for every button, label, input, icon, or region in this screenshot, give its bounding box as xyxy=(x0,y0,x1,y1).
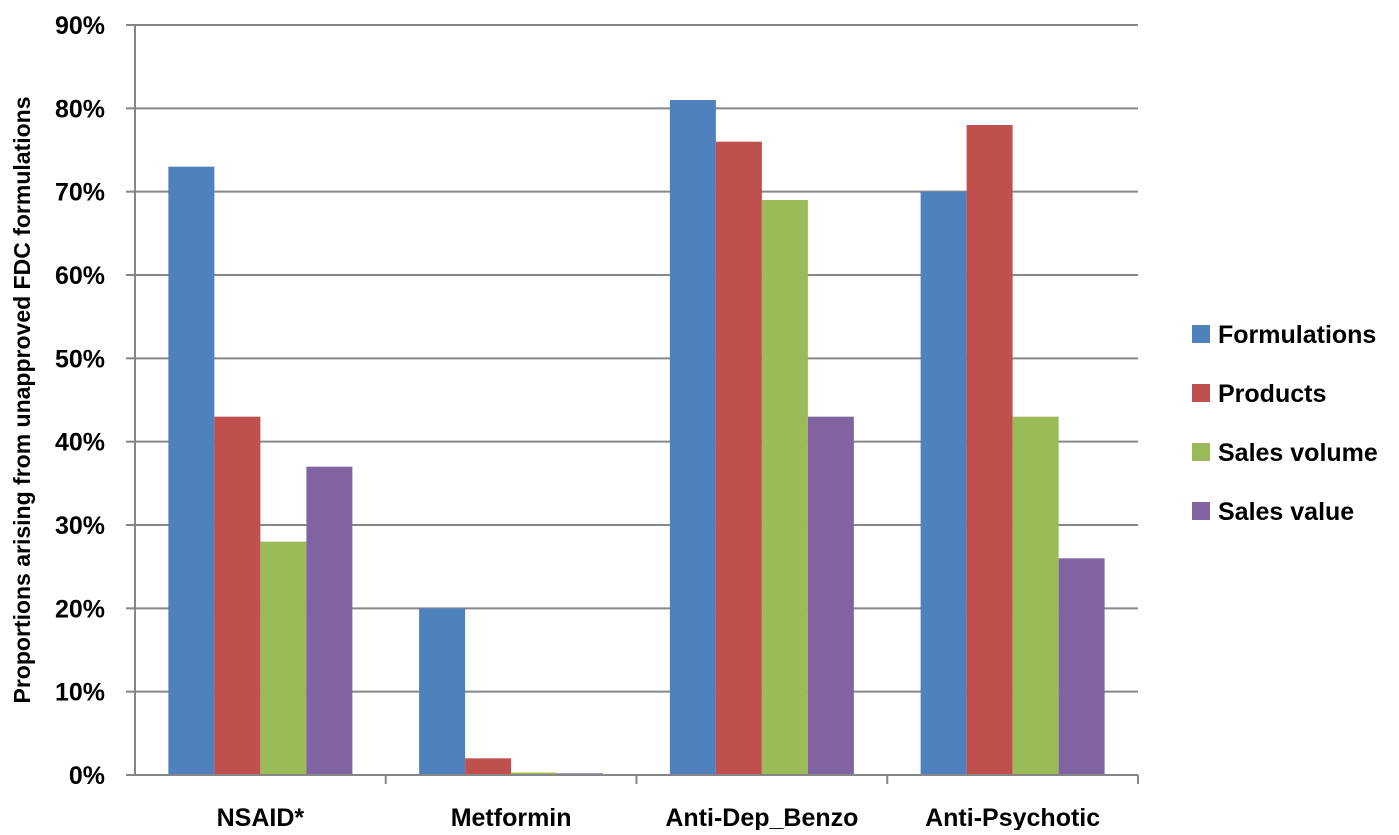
y-tick-labels: 0% 10% 20% 30% 40% 50% 60% 70% 80% 90% xyxy=(55,12,105,790)
bar xyxy=(920,191,967,775)
bars-group xyxy=(168,100,1105,775)
x-category-label: Metformin xyxy=(451,804,572,830)
y-tick-label: 10% xyxy=(55,679,105,707)
bar xyxy=(511,772,558,775)
x-category-labels: NSAID* Metformin Anti-Dep_Benzo Anti-Psycho… xyxy=(217,804,1101,832)
y-tick-label: 30% xyxy=(55,512,105,540)
x-category-label: Anti-Dep_Benzo xyxy=(665,804,858,830)
legend-swatch xyxy=(1192,443,1210,461)
legend: Formulations Products Sales volume Sales va… xyxy=(1192,321,1378,526)
y-tick-label: 90% xyxy=(55,12,105,40)
x-category-label: Anti-Psychotic xyxy=(925,804,1100,830)
legend-swatch xyxy=(1192,384,1210,402)
axes xyxy=(126,24,1139,784)
y-tick-label: 60% xyxy=(55,262,105,290)
bar xyxy=(419,608,466,775)
x-category-label: NSAID* xyxy=(217,804,305,830)
y-tick-label: 70% xyxy=(55,179,105,207)
bar xyxy=(1058,558,1105,775)
bar xyxy=(761,200,808,775)
y-tick-label: 0% xyxy=(69,762,105,790)
y-tick-label: 50% xyxy=(55,345,105,373)
y-tick-label: 80% xyxy=(55,95,105,123)
bar xyxy=(669,100,716,775)
legend-label: Products xyxy=(1218,380,1326,408)
bar xyxy=(260,541,307,775)
bar xyxy=(715,141,762,775)
legend-label: Sales volume xyxy=(1218,439,1378,467)
bar xyxy=(807,416,854,775)
bar xyxy=(465,758,512,775)
bar xyxy=(1012,416,1059,775)
bar xyxy=(168,166,215,775)
bar xyxy=(214,416,261,775)
legend-label: Formulations xyxy=(1218,321,1376,349)
legend-swatch xyxy=(1192,502,1210,520)
legend-swatch xyxy=(1192,325,1210,343)
bar xyxy=(306,466,353,775)
y-tick-label: 40% xyxy=(55,429,105,457)
y-axis-label: Proportions arising from unapproved FDC … xyxy=(9,97,35,704)
legend-label: Sales value xyxy=(1218,498,1354,526)
y-tick-label: 20% xyxy=(55,595,105,623)
bar xyxy=(966,125,1013,775)
